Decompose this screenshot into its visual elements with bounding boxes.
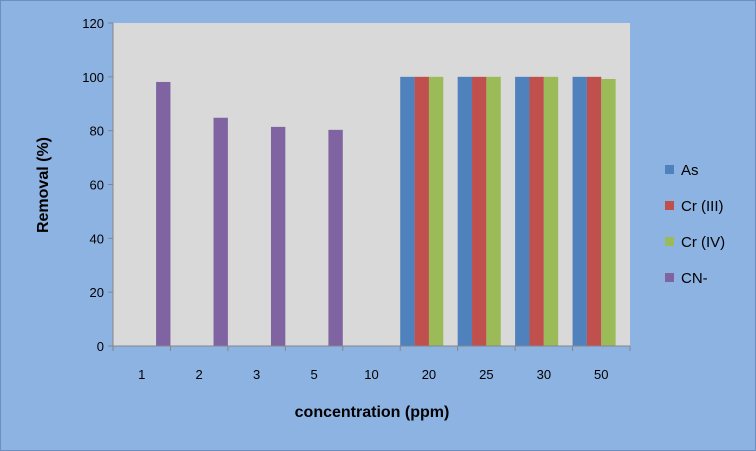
bar-cn--5 xyxy=(328,129,343,346)
bar-cn--3 xyxy=(270,126,286,346)
bar-as-50 xyxy=(572,76,587,346)
legend-swatch xyxy=(665,273,674,282)
bar-cr-iv--50 xyxy=(601,78,616,346)
x-tick-label: 2 xyxy=(196,367,203,382)
bar-as-30 xyxy=(515,76,530,346)
legend-label: CN- xyxy=(681,270,708,287)
bar-cr-iv--30 xyxy=(543,76,559,346)
x-tick-label: 5 xyxy=(310,367,317,382)
bar-cr-iii--25 xyxy=(472,76,487,346)
y-tick-label: 100 xyxy=(82,70,104,85)
x-tick-label: 10 xyxy=(364,367,378,382)
axes: 0 20 40 60 80 100 120 1 2 3 5 10 20 25 30 50 xyxy=(82,16,631,382)
x-tick-label: 50 xyxy=(594,367,608,382)
legend-swatch xyxy=(665,237,674,246)
legend-label: As xyxy=(681,162,699,179)
bar-cn--2 xyxy=(213,117,228,346)
bar-cn--1 xyxy=(156,81,171,346)
x-tick-label: 20 xyxy=(422,367,436,382)
x-tick-label: 1 xyxy=(138,367,145,382)
bar-cr-iii--50 xyxy=(586,76,602,346)
bars xyxy=(156,76,616,346)
bar-cr-iii--30 xyxy=(529,76,544,346)
bar-cr-iv--20 xyxy=(428,76,444,346)
y-tick-label: 60 xyxy=(90,178,104,193)
legend-swatch xyxy=(665,201,674,210)
bar-as-20 xyxy=(400,76,415,346)
bar-cr-iii--20 xyxy=(414,76,429,346)
x-axis-label: concentration (ppm) xyxy=(295,404,450,421)
legend-label: Cr (III) xyxy=(681,198,724,215)
x-tick-label: 3 xyxy=(253,367,260,382)
y-tick-label: 120 xyxy=(82,16,104,31)
y-axis-label: Removal (%) xyxy=(35,137,52,233)
legend: As Cr (III) Cr (IV) CN- xyxy=(665,162,725,287)
y-tick-label: 80 xyxy=(90,124,104,139)
legend-swatch xyxy=(665,165,674,174)
bar-cr-iv--25 xyxy=(486,76,501,346)
x-tick-label: 30 xyxy=(537,367,551,382)
y-tick-label: 40 xyxy=(90,231,104,246)
y-tick-label: 0 xyxy=(97,339,104,354)
bar-as-25 xyxy=(457,76,473,346)
x-tick-label: 25 xyxy=(479,367,493,382)
y-tick-label: 20 xyxy=(90,285,104,300)
legend-label: Cr (IV) xyxy=(681,234,725,251)
